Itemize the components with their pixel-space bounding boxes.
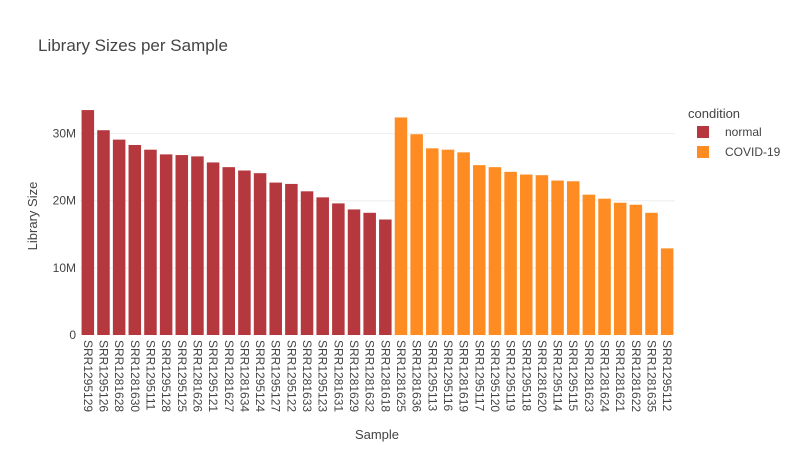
bar-SRR1295114 [551,180,564,335]
y-tick-label: 10M [53,261,76,275]
x-tick-label: SRR1281634 [237,340,251,412]
legend-label: COVID-19 [725,145,781,159]
x-tick-label: SRR1295117 [472,340,486,411]
x-tick-label: SRR1295122 [284,340,298,412]
bar-SRR1295117 [473,165,486,335]
bar-SRR1281622 [629,204,643,335]
x-tick-label: SRR1295114 [551,340,565,411]
bar-SRR1281625 [394,117,408,335]
x-tick-label: SRR1295123 [316,340,330,412]
bar-SRR1281636 [410,134,423,335]
x-tick-label: SRR1295125 [175,340,189,412]
x-tick-label: SRR1281636 [410,340,424,412]
bar-SRR1295118 [519,174,533,335]
bar-SRR1295122 [285,183,298,335]
bar-SRR1295120 [488,167,502,335]
x-tick-label: SRR1281620 [535,340,549,412]
legend-label: normal [725,125,762,139]
x-tick-label: SRR1295120 [488,340,502,412]
x-tick-label: SRR1281623 [582,340,596,412]
x-tick-label: SRR1295121 [206,340,220,412]
bar-SRR1295112 [660,248,674,335]
legend-swatch-normal [697,126,709,138]
bar-SRR1281623 [582,194,596,335]
y-tick-label: 30M [53,127,76,141]
bar-SRR1295115 [566,181,580,335]
x-tick-label: SRR1281629 [347,340,361,412]
bar-SRR1281629 [347,209,361,335]
x-tick-label: SRR1281633 [300,340,314,412]
x-tick-label: SRR1295127 [269,340,283,412]
x-axis-ticks: SRR1295129 SRR1295126 SRR1281628 SRR1281630… [81,340,674,412]
bar-SRR1281626 [191,156,204,335]
bar-SRR1295111 [144,149,157,335]
bar-SRR1295123 [316,197,329,335]
chart-title: Library Sizes per Sample [38,36,228,55]
bar-SRR1295127 [269,182,282,335]
bar-SRR1281627 [222,167,236,335]
bar-SRR1281635 [645,212,658,335]
x-tick-label: SRR1281618 [378,340,392,412]
bar-SRR1295119 [504,171,517,335]
x-tick-label: SRR1281631 [331,340,345,412]
bar-SRR1281628 [112,139,126,335]
bar-SRR1295129 [81,110,95,335]
y-axis-ticks: 0 10M 20M 30M [53,127,77,342]
bar-SRR1281619 [457,152,470,335]
bar-SRR1281624 [598,198,611,335]
y-axis-title: Library Size [25,182,40,251]
bar-SRR1281631 [332,203,345,335]
bar-SRR1281618 [379,219,392,335]
bar-SRR1281630 [128,144,142,335]
x-tick-label: SRR1281622 [629,340,643,412]
x-tick-label: SRR1281635 [645,340,659,412]
x-tick-label: SRR1295111 [143,340,157,411]
bar-SRR1281621 [613,202,627,335]
bar-SRR1295113 [426,148,439,335]
x-tick-label: SRR1295128 [159,340,173,412]
x-tick-label: SRR1281619 [457,340,471,412]
x-tick-label: SRR1295119 [504,340,518,411]
bar-SRR1295128 [159,154,173,335]
x-tick-label: SRR1295129 [81,340,95,412]
bar-SRR1295125 [175,155,189,335]
bar-SRR1295121 [206,162,220,335]
x-axis-title: Sample [355,427,399,442]
y-tick-label: 20M [53,194,76,208]
x-tick-label: SRR1295124 [253,340,267,412]
bar-SRR1295124 [253,173,267,335]
bar-SRR1281632 [363,212,376,335]
x-tick-label: SRR1281628 [112,340,126,412]
x-tick-label: SRR1295112 [660,340,674,411]
x-tick-label: SRR1295115 [566,340,580,411]
x-tick-label: SRR1295116 [441,340,455,411]
x-tick-label: SRR1295118 [519,340,533,411]
x-tick-label: SRR1281627 [222,340,236,412]
bar-SRR1281620 [535,175,549,335]
x-tick-label: SRR1281626 [190,340,204,412]
bar-SRR1295126 [97,130,110,335]
x-tick-label: SRR1295126 [96,340,110,412]
y-tick-label: 0 [69,328,76,342]
x-tick-label: SRR1281621 [613,340,627,412]
x-tick-label: SRR1281632 [363,340,377,412]
x-tick-label: SRR1281625 [394,340,408,412]
x-tick-label: SRR1281624 [598,340,612,412]
x-tick-label: SRR1281630 [128,340,142,412]
legend: condition normal COVID-19 [688,106,781,159]
bars [81,110,674,335]
legend-swatch-COVID-19 [697,146,709,158]
bar-SRR1281633 [300,191,314,335]
legend-title: condition [688,106,740,121]
bar-SRR1281634 [238,170,251,335]
bar-SRR1295116 [441,149,455,335]
x-tick-label: SRR1295113 [425,340,439,411]
